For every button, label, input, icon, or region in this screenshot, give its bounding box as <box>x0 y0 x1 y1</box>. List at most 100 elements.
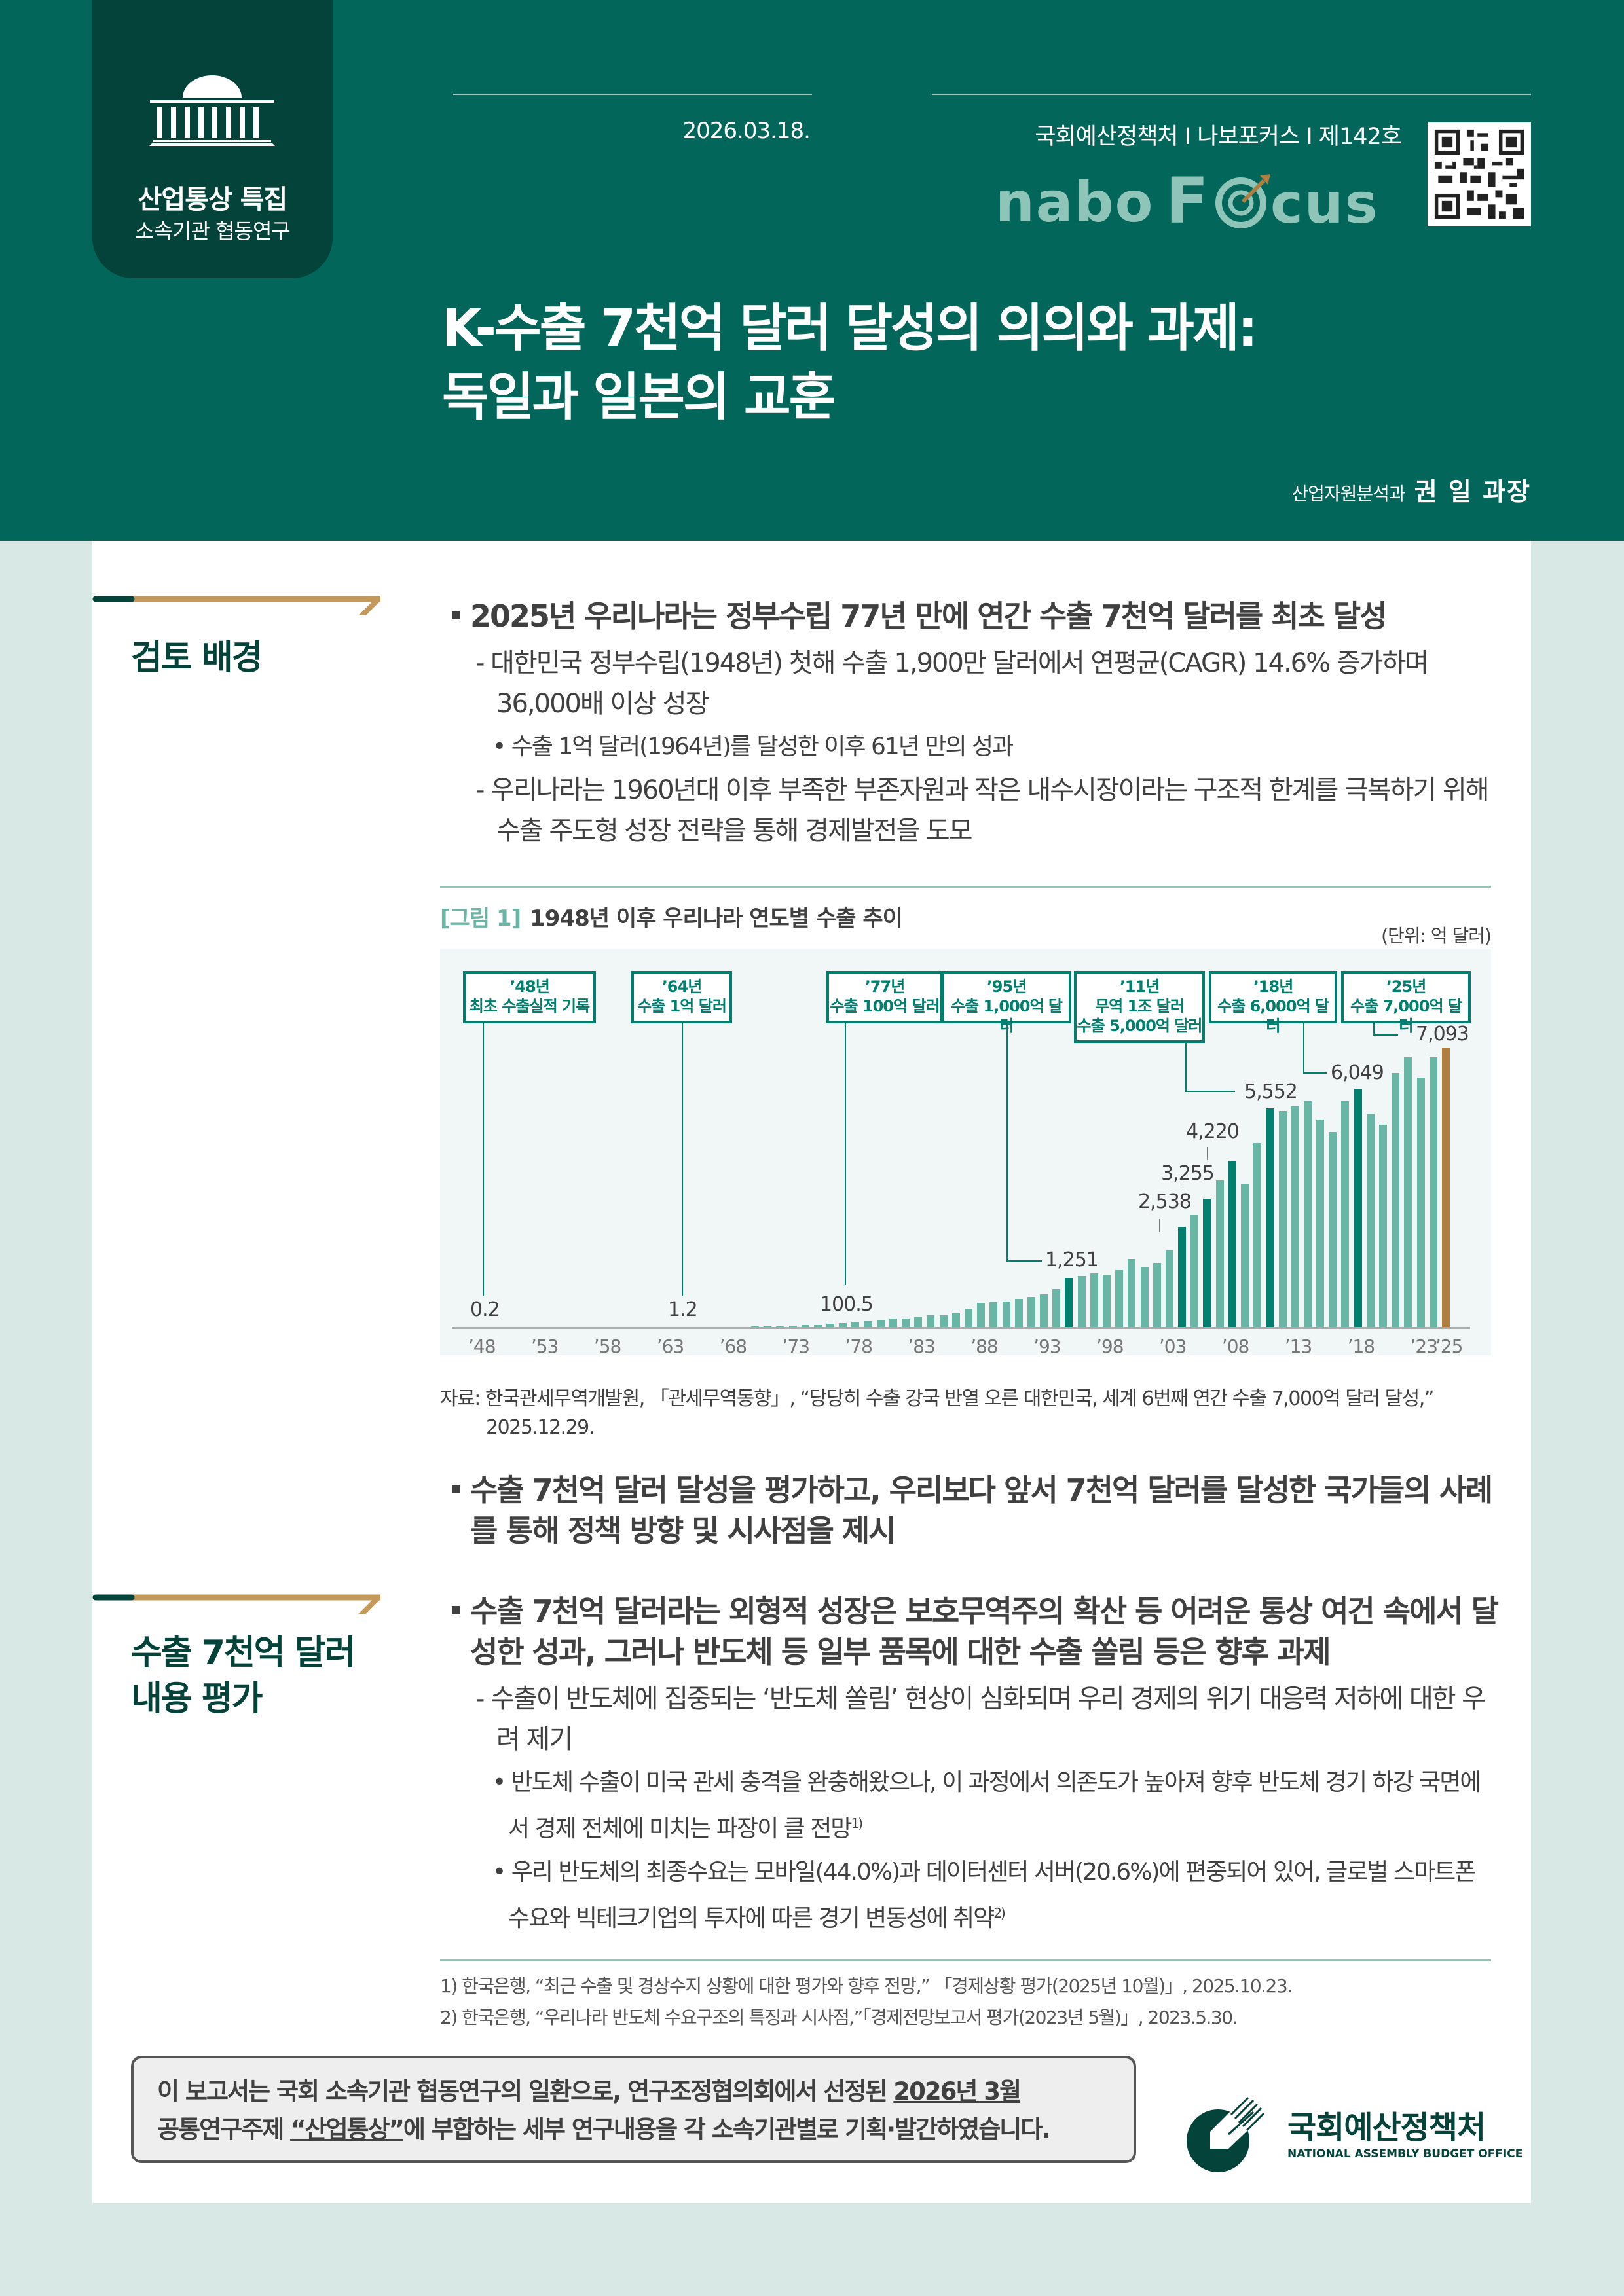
x-tick: ’83 <box>908 1336 936 1357</box>
figure-title: 1948년 이후 우리나라 연도별 수출 추이 <box>530 905 903 932</box>
bar-2018 <box>1354 1088 1362 1327</box>
bar-2000 <box>1128 1259 1136 1327</box>
value-label: 0.2 <box>470 1298 500 1321</box>
section-marker-icon <box>92 596 380 615</box>
figure-top-rule <box>440 886 1491 888</box>
author: 산업자원분석과 권 일 과장 <box>1048 471 1531 507</box>
report-title: K-수출 7천억 달러 달성의 의의와 과제: 독일과 일본의 교훈 <box>442 295 1258 432</box>
leader-2011-h <box>1185 1091 1235 1092</box>
bar-1986 <box>951 1313 960 1327</box>
x-tick: ’53 <box>530 1336 559 1357</box>
bar-2017 <box>1341 1101 1350 1327</box>
svg-text:nabo: nabo <box>995 170 1154 234</box>
author-department: 산업자원분석과 <box>1291 483 1405 505</box>
header-divider-right <box>932 94 1531 95</box>
bar-1989 <box>989 1302 998 1327</box>
bar-2014 <box>1303 1101 1312 1327</box>
title-line-2: 독일과 일본의 교훈 <box>442 368 836 427</box>
series-info: 국회예산정책처 I 나보포커스 I 제142호 <box>1035 124 1402 150</box>
x-tick: ’48 <box>468 1336 496 1357</box>
x-tick: ’68 <box>719 1336 748 1357</box>
bar-2008 <box>1228 1160 1236 1327</box>
bar-2019 <box>1366 1113 1375 1327</box>
bar-2004 <box>1178 1227 1187 1327</box>
bar-1996 <box>1077 1275 1086 1327</box>
bar-1971 <box>764 1326 772 1327</box>
square-bullet-icon <box>452 1484 460 1493</box>
bar-1993 <box>1040 1294 1048 1327</box>
x-tick: ’25 <box>1435 1336 1464 1357</box>
x-tick: ’03 <box>1158 1336 1187 1357</box>
bar-2021 <box>1392 1073 1400 1327</box>
badge-title: 산업통상 특집 <box>138 185 288 215</box>
value-label: 7,093 <box>1416 1023 1469 1046</box>
bar-2012 <box>1278 1111 1287 1327</box>
footnotes: 1) 한국은행, “최근 수출 및 경상수지 상황에 대한 평가와 향후 전망,… <box>440 1971 1501 2033</box>
figure-tag: [그림 1] <box>440 905 521 932</box>
callout-1977: ’77년 수출 100억 달러 <box>826 971 943 1023</box>
bar-1980 <box>876 1320 885 1327</box>
bar-1988 <box>977 1303 986 1327</box>
bar-2025 <box>1441 1048 1450 1327</box>
x-tick: ’78 <box>845 1336 873 1357</box>
bar-1979 <box>864 1321 872 1327</box>
bar-1990 <box>1002 1301 1010 1327</box>
nabo-emblem-icon <box>1187 2096 1265 2172</box>
footnote-1: 1) 한국은행, “최근 수출 및 경상수지 상황에 대한 평가와 향후 전망,… <box>440 1975 1293 1997</box>
callout-2011: ’11년 무역 1조 달러 수출 5,000억 달러 <box>1074 971 1205 1043</box>
bar-1991 <box>1014 1298 1023 1327</box>
value-label: 3,255 <box>1161 1162 1215 1185</box>
dot-item: • 반도체 수출이 미국 관세 충격을 완충해왔으나, 이 과정에서 의존도가 … <box>492 1769 1481 1842</box>
value-label: 4,220 <box>1186 1120 1240 1143</box>
bar-2016 <box>1329 1131 1337 1327</box>
publish-date: 2026.03.18. <box>682 118 811 144</box>
bar-2007 <box>1215 1180 1224 1327</box>
header-divider-left <box>453 94 812 95</box>
national-assembly-icon <box>149 75 275 146</box>
bar-1978 <box>851 1322 860 1327</box>
tick-2008 <box>1207 1147 1208 1160</box>
bar-1998 <box>1103 1275 1111 1327</box>
dash-item: - 수출이 반도체에 집중되는 ‘반도체 쏠림’ 현상이 심화되며 우리 경제의… <box>475 1684 1486 1755</box>
bar-2009 <box>1240 1184 1249 1327</box>
tick-2004 <box>1159 1219 1160 1232</box>
bar-2005 <box>1190 1214 1199 1327</box>
special-issue-badge <box>92 0 333 278</box>
bar-1987 <box>965 1308 973 1327</box>
bar-2010 <box>1253 1143 1262 1327</box>
value-label: 5,552 <box>1244 1080 1298 1103</box>
x-tick: ’58 <box>593 1336 622 1357</box>
leader-1964 <box>682 1023 683 1296</box>
qr-code[interactable] <box>1428 122 1531 226</box>
bar-1973 <box>788 1326 797 1327</box>
footnote-rule <box>440 1959 1491 1961</box>
leader-2018-h <box>1303 1072 1327 1074</box>
callout-1964: ’64년 수출 1억 달러 <box>631 971 732 1023</box>
dash-item: - 우리나라는 1960년대 이후 부족한 부존자원과 작은 내수시장이라는 구… <box>475 775 1490 846</box>
section-1-content: 2025년 우리나라는 정부수립 77년 만에 연간 수출 7천억 달러를 최초… <box>452 596 1500 851</box>
leader-1977 <box>845 1023 846 1285</box>
bar-1983 <box>914 1317 923 1327</box>
callout-2018: ’18년 수출 6,000억 달러 <box>1209 971 1337 1035</box>
bar-2024 <box>1429 1057 1437 1327</box>
bar-2022 <box>1404 1057 1412 1327</box>
content-panel <box>92 541 1531 2203</box>
value-label: 100.5 <box>820 1293 874 1316</box>
svg-text:F: F <box>1166 169 1210 234</box>
figure-source: 자료: 한국관세무역개발원, 「관세무역동향」, “당당히 수출 강국 반열 오… <box>440 1387 1434 1439</box>
collaboration-note: 이 보고서는 국회 소속기관 협동연구의 일환으로, 연구조정협의회에서 선정된… <box>131 2056 1136 2163</box>
bar-1997 <box>1090 1273 1098 1327</box>
figure-unit: (단위: 억 달러) <box>1381 925 1492 947</box>
badge-subtitle: 소속기관 협동연구 <box>135 219 291 244</box>
section-label-background: 검토 배경 <box>131 638 263 678</box>
leader-1948 <box>483 1023 484 1296</box>
nabo-focus-wordmark-icon: nabo F cus <box>995 164 1378 238</box>
x-tick: ’73 <box>782 1336 811 1357</box>
bar-1970 <box>750 1326 759 1327</box>
bar-2013 <box>1291 1106 1299 1327</box>
figure-caption: [그림 1] 1948년 이후 우리나라 연도별 수출 추이 <box>440 900 903 932</box>
nabo-footer-logo: 국회예산정책처 NATIONAL ASSEMBLY BUDGET OFFICE <box>1185 2095 1539 2174</box>
section-2-content: 수출 7천억 달러라는 외형적 성장은 보호무역주의 확산 등 어려운 통상 여… <box>452 1591 1500 1939</box>
bar-1984 <box>927 1315 935 1327</box>
bar-1999 <box>1115 1270 1124 1327</box>
